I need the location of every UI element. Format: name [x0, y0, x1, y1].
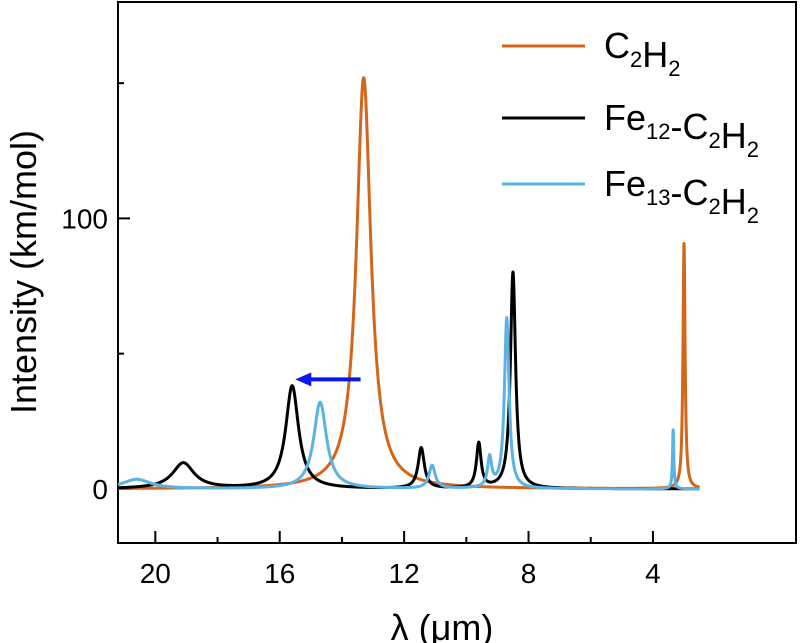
plot-frame — [117, 1, 797, 544]
legend-label-1: C2H2 — [604, 25, 681, 81]
series-line-1 — [116, 76, 701, 490]
x-tick-label: 20 — [140, 558, 171, 589]
annotation-layer — [295, 372, 361, 387]
x-tick-label: 8 — [521, 558, 537, 589]
y-axis-title: Intensity (km/mol) — [3, 130, 44, 414]
series-line-2 — [116, 270, 701, 491]
series-line-3 — [116, 316, 701, 491]
x-tick-label: 16 — [264, 558, 295, 589]
axis-ticks — [118, 82, 654, 543]
legend-label-2: Fe12-C2H2 — [604, 97, 759, 162]
legend-label-3: Fe13-C2H2 — [604, 163, 759, 228]
tick-labels: 20 16 12 8 4 0 100 — [61, 203, 660, 589]
y-tick-label: 100 — [61, 203, 108, 234]
x-tick-label: 4 — [645, 558, 661, 589]
series-layer — [116, 76, 701, 491]
x-tick-label: 12 — [389, 558, 420, 589]
y-tick-label: 0 — [92, 474, 108, 505]
shift-arrow-head — [295, 372, 312, 387]
x-axis-title: λ (μm) — [391, 607, 494, 643]
